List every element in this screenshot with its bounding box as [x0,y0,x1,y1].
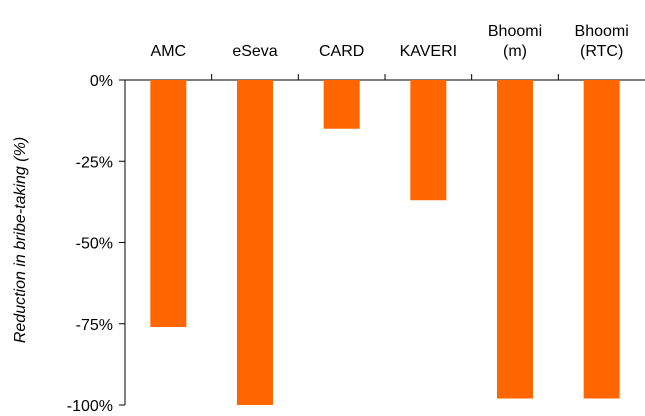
category-label: KAVERI [400,43,458,60]
category-label: CARD [319,43,364,60]
category-label: (RTC) [580,43,623,60]
bars [150,80,620,405]
category-label: (m) [503,43,527,60]
bar [150,80,187,327]
bar [497,80,533,399]
y-tick-label: -75% [76,317,113,334]
category-label: Bhoomi [488,23,542,40]
category-label: AMC [151,43,187,60]
y-tick-label: -25% [76,154,113,171]
axes [119,74,645,406]
y-tick-label: -100% [67,398,113,415]
labels: 0% -25% -50% -75% -100% AMC eSeva CARD KAVERI Bho… [67,23,629,415]
bar [323,80,360,129]
y-axis-label: Reduction in bribe-taking (%) [12,137,29,343]
bar [410,80,447,201]
bar [583,80,620,399]
bar [237,80,273,405]
category-label: eSeva [232,43,277,60]
category-label: Bhoomi [575,23,629,40]
y-tick-label: -50% [76,236,113,253]
y-tick-label: 0% [90,73,113,90]
